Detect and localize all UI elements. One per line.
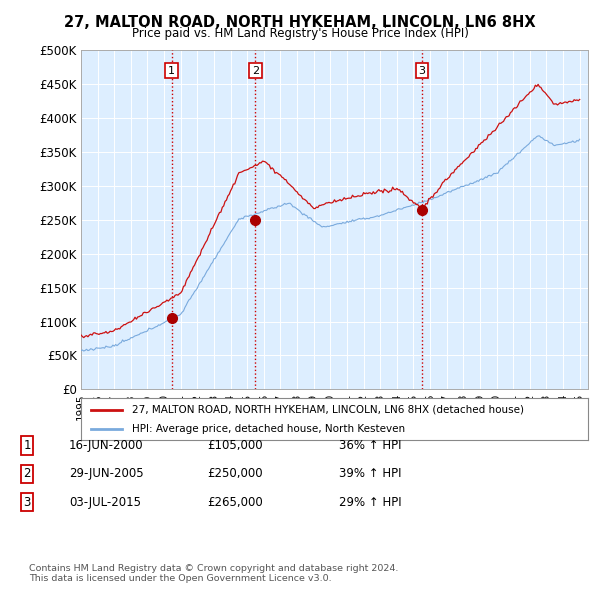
Text: 03-JUL-2015: 03-JUL-2015 bbox=[69, 496, 141, 509]
Text: 1: 1 bbox=[23, 439, 31, 452]
Text: HPI: Average price, detached house, North Kesteven: HPI: Average price, detached house, Nort… bbox=[132, 424, 405, 434]
Text: £265,000: £265,000 bbox=[207, 496, 263, 509]
Text: 29% ↑ HPI: 29% ↑ HPI bbox=[339, 496, 401, 509]
Text: 39% ↑ HPI: 39% ↑ HPI bbox=[339, 467, 401, 480]
Text: 36% ↑ HPI: 36% ↑ HPI bbox=[339, 439, 401, 452]
Text: 16-JUN-2000: 16-JUN-2000 bbox=[69, 439, 143, 452]
Text: 27, MALTON ROAD, NORTH HYKEHAM, LINCOLN, LN6 8HX: 27, MALTON ROAD, NORTH HYKEHAM, LINCOLN,… bbox=[64, 15, 536, 30]
Text: 29-JUN-2005: 29-JUN-2005 bbox=[69, 467, 143, 480]
Text: Price paid vs. HM Land Registry's House Price Index (HPI): Price paid vs. HM Land Registry's House … bbox=[131, 27, 469, 40]
Text: £250,000: £250,000 bbox=[207, 467, 263, 480]
Text: Contains HM Land Registry data © Crown copyright and database right 2024.
This d: Contains HM Land Registry data © Crown c… bbox=[29, 563, 398, 583]
Text: 2: 2 bbox=[252, 65, 259, 76]
Text: 2: 2 bbox=[23, 467, 31, 480]
Text: £105,000: £105,000 bbox=[207, 439, 263, 452]
Text: 3: 3 bbox=[418, 65, 425, 76]
Text: 1: 1 bbox=[168, 65, 175, 76]
Text: 27, MALTON ROAD, NORTH HYKEHAM, LINCOLN, LN6 8HX (detached house): 27, MALTON ROAD, NORTH HYKEHAM, LINCOLN,… bbox=[132, 405, 524, 415]
Text: 3: 3 bbox=[23, 496, 31, 509]
